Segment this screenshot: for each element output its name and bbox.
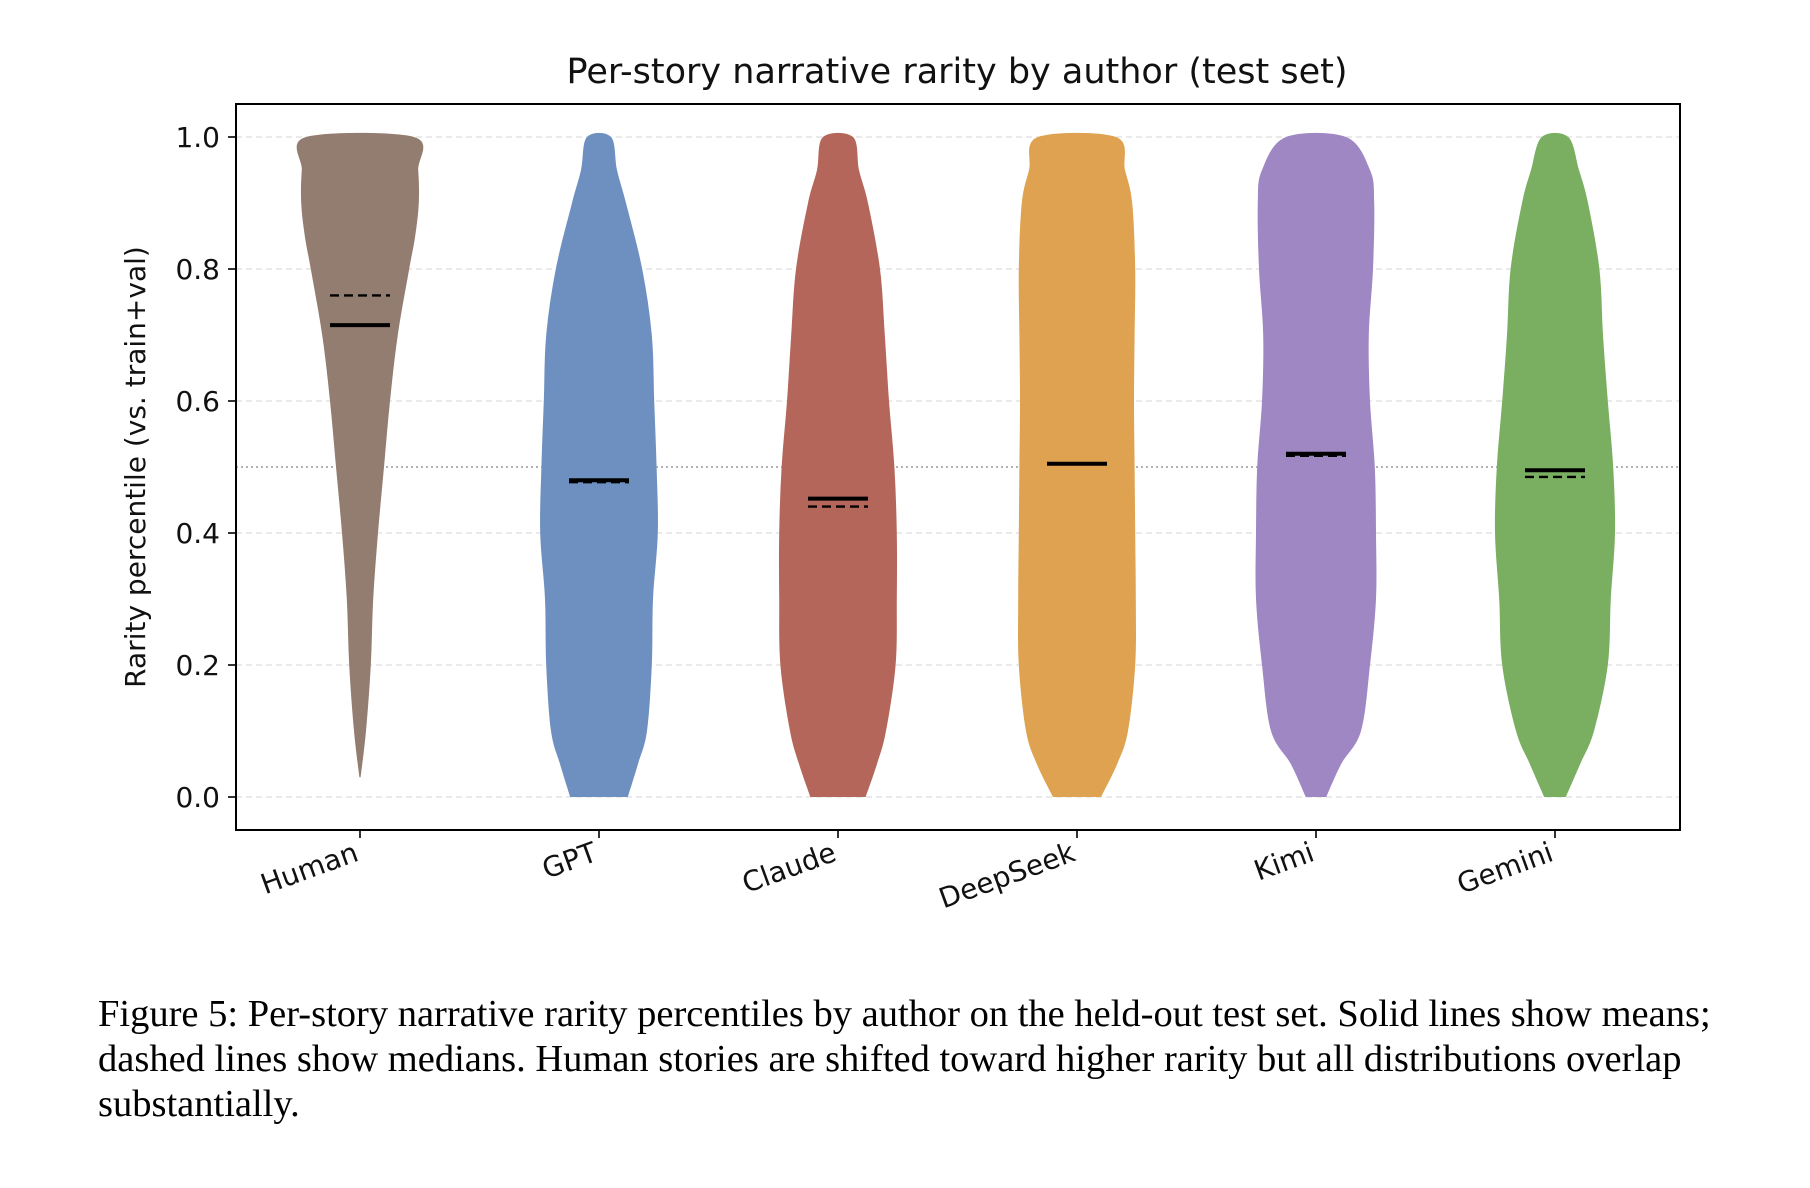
y-tick-label: 0.2	[175, 649, 220, 682]
violin-kimi	[1255, 132, 1377, 797]
x-tick-label-gpt: GPT	[538, 835, 602, 885]
grid-lines	[236, 136, 1680, 798]
y-tick-label: 0.4	[175, 517, 220, 550]
y-axis-ticks: 0.0 0.2 0.4 0.6 0.8 1.0	[175, 121, 236, 814]
violins	[296, 132, 1616, 797]
y-tick-label: 0.0	[175, 781, 220, 814]
x-tick-label-kimi: Kimi	[1250, 836, 1319, 888]
violin-chart: Per-story narrative rarity by author (te…	[119, 52, 1681, 915]
x-axis-ticks: Human GPT Claude DeepSeek Kimi Gemini	[256, 830, 1557, 915]
x-tick-label-deepseek: DeepSeek	[934, 835, 1080, 915]
x-tick-label-claude: Claude	[738, 836, 841, 900]
plot-frame	[235, 103, 1681, 831]
violin-claude	[778, 132, 898, 797]
y-tick-label: 0.8	[175, 253, 220, 286]
figure-caption: Figure 5: Per-story narrative rarity per…	[98, 993, 1711, 1125]
x-tick-label-human: Human	[256, 836, 362, 902]
x-tick-label-gemini: Gemini	[1453, 836, 1558, 901]
y-tick-label: 1.0	[175, 121, 220, 154]
chart-title: Per-story narrative rarity by author (te…	[566, 52, 1347, 92]
y-axis-label: Rarity percentile (vs. train+val)	[119, 246, 152, 688]
violin-gemini	[1494, 132, 1616, 797]
violin-human	[296, 132, 424, 778]
violin-gpt	[540, 132, 658, 797]
mean-median-lines	[330, 294, 1585, 508]
y-tick-label: 0.6	[175, 385, 220, 418]
